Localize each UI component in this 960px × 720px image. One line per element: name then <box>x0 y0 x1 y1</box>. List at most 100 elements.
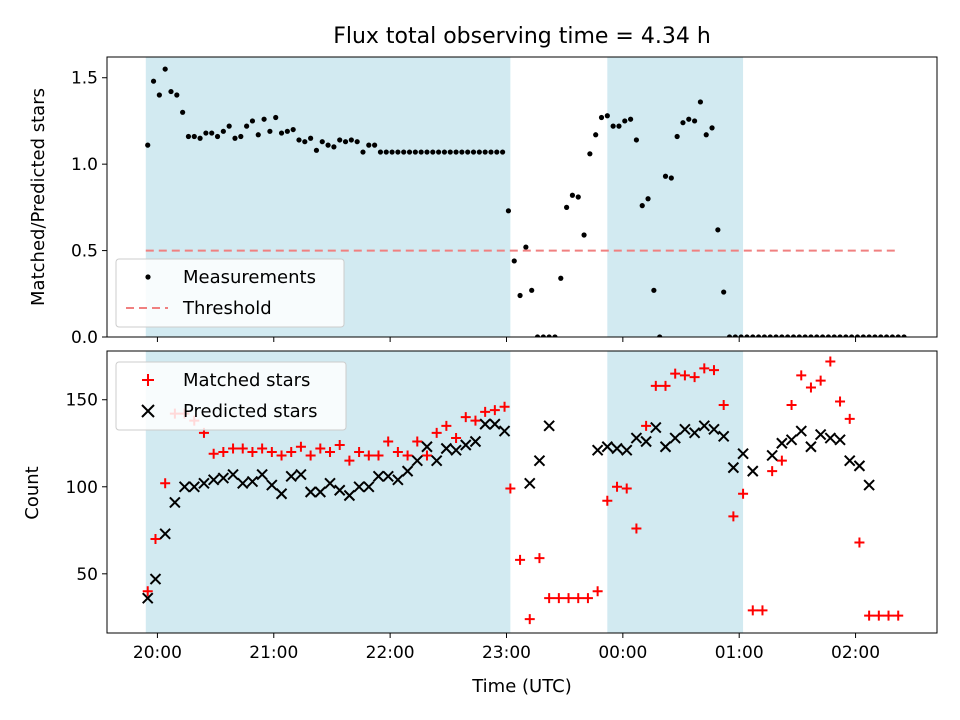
measurement-point <box>249 118 256 124</box>
measurement-point <box>721 289 727 295</box>
measurement-point <box>837 334 843 337</box>
matched-star-point <box>582 593 593 604</box>
measurement-point <box>755 334 762 337</box>
matched-star-point <box>257 443 268 454</box>
matched-star-point <box>815 375 826 386</box>
matched-star-point <box>363 450 374 461</box>
measurement-point <box>901 334 907 337</box>
measurement-point <box>622 118 628 124</box>
measurement-point <box>703 132 709 138</box>
matched-star-point <box>660 380 671 391</box>
predicted-star-point <box>324 477 336 490</box>
matched-star-point <box>883 610 894 621</box>
measurement-point <box>406 149 413 155</box>
measurement-point <box>162 66 168 72</box>
measurement-point <box>552 334 558 337</box>
measurement-point <box>523 244 529 250</box>
matched-star-point <box>334 440 345 450</box>
top-plot-area <box>145 66 907 337</box>
predicted-star-point <box>353 481 365 493</box>
predicted-star-point <box>334 484 346 496</box>
x-axis-label: Time (UTC) <box>471 676 572 697</box>
matched-star-point <box>641 420 652 431</box>
predicted-star-point <box>188 481 200 493</box>
measurement-point <box>814 334 820 337</box>
measurement-point <box>860 334 866 337</box>
measurement-point <box>662 173 669 179</box>
legend-label: Threshold <box>182 298 272 319</box>
matched-star-point <box>805 382 816 393</box>
measurement-point <box>313 147 320 153</box>
matched-star-point <box>553 593 564 604</box>
matched-star-point <box>208 448 219 459</box>
predicted-star-point <box>863 479 875 491</box>
matched-star-point <box>412 436 423 447</box>
measurement-point <box>825 334 832 337</box>
predicted-star-point <box>489 418 501 430</box>
matched-star-point <box>421 450 432 461</box>
measurement-point <box>726 334 733 337</box>
matched-star-point <box>228 443 239 454</box>
measurement-point <box>226 123 232 129</box>
matched-star-point <box>325 446 336 457</box>
predicted-star-point <box>498 425 511 437</box>
measurement-point <box>686 116 692 122</box>
predicted-star-point <box>343 489 356 502</box>
matched-star-point <box>354 446 365 457</box>
predicted-star-point <box>727 461 740 474</box>
matched-star-point <box>524 614 535 625</box>
matched-star-point <box>344 455 355 466</box>
predicted-star-point <box>460 439 472 451</box>
matched-star-point <box>670 368 681 379</box>
predicted-star-point <box>159 528 171 540</box>
bottom-legend-box <box>115 361 347 431</box>
matched-star-point <box>718 399 729 410</box>
legend-label: Predicted stars <box>183 401 317 422</box>
measurement-point <box>517 292 523 299</box>
measurement-point <box>796 334 802 337</box>
measurement-point <box>261 116 267 122</box>
x-tick-label: 20:00 <box>133 643 182 663</box>
matched-star-point <box>460 412 471 423</box>
bottom-panel: 20:00 21:00 22:00 23:00 00:00 01:00 02:00 50 10… <box>22 350 938 663</box>
measurement-point <box>214 133 221 140</box>
predicted-star-point <box>285 470 297 483</box>
predicted-star-point <box>430 454 443 467</box>
measurement-point <box>494 149 500 155</box>
measurement-point <box>372 142 378 148</box>
measurement-point <box>465 149 471 155</box>
x-tick-label: 22:00 <box>366 643 415 663</box>
bottom-shaded-region-2 <box>607 351 744 633</box>
predicted-star-point <box>785 434 798 446</box>
matched-star-point <box>534 553 545 564</box>
predicted-star-point <box>621 444 633 456</box>
top-y-axis-label: Matched/Predicted stars <box>28 88 49 306</box>
predicted-star-point <box>853 460 866 472</box>
matched-star-point <box>142 586 153 597</box>
measurement-point <box>255 132 261 138</box>
matched-star-point <box>373 450 384 461</box>
matched-star-point <box>786 399 797 410</box>
predicted-star-point <box>659 441 672 453</box>
measurement-point <box>500 149 506 155</box>
top-panel: 0.0 0.5 1.0 1.5 Matched/Predicted stars Mea… <box>28 56 938 348</box>
measurement-point <box>290 126 296 133</box>
predicted-star-point <box>217 472 230 484</box>
measurement-point <box>889 334 895 337</box>
matched-star-point <box>699 363 710 374</box>
matched-star-point <box>796 370 807 381</box>
measurement-point <box>232 135 238 141</box>
measurement-point <box>267 128 273 134</box>
predicted-star-point <box>246 475 259 488</box>
measurement-point <box>278 130 285 136</box>
matched-star-point <box>835 396 846 407</box>
predicted-star-point <box>421 441 433 453</box>
matched-star-point <box>893 610 904 621</box>
measurement-point <box>430 149 436 155</box>
predicted-star-point <box>737 447 749 460</box>
bottom-x-ticks: 20:00 21:00 22:00 23:00 00:00 01:00 02:00 <box>133 633 880 663</box>
bottom-legend: Matched stars Predicted stars <box>115 361 347 431</box>
measurement-point <box>174 92 180 98</box>
measurement-point <box>581 232 587 238</box>
